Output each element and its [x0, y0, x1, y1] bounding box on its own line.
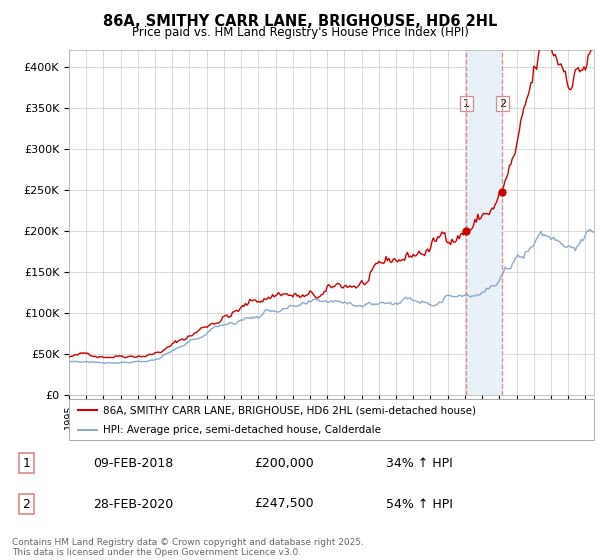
Text: 09-FEB-2018: 09-FEB-2018 [92, 457, 173, 470]
Text: 2: 2 [499, 99, 506, 109]
Text: Contains HM Land Registry data © Crown copyright and database right 2025.
This d: Contains HM Land Registry data © Crown c… [12, 538, 364, 557]
Bar [466, 50, 502, 395]
Text: 2: 2 [22, 497, 31, 511]
Text: 28-FEB-2020: 28-FEB-2020 [92, 497, 173, 511]
Text: 86A, SMITHY CARR LANE, BRIGHOUSE, HD6 2HL: 86A, SMITHY CARR LANE, BRIGHOUSE, HD6 2H… [103, 14, 497, 29]
Text: £247,500: £247,500 [254, 497, 314, 511]
Text: 86A, SMITHY CARR LANE, BRIGHOUSE, HD6 2HL (semi-detached house): 86A, SMITHY CARR LANE, BRIGHOUSE, HD6 2H… [103, 405, 476, 415]
Text: Price paid vs. HM Land Registry's House Price Index (HPI): Price paid vs. HM Land Registry's House … [131, 26, 469, 39]
Text: 1: 1 [463, 99, 470, 109]
Text: 54% ↑ HPI: 54% ↑ HPI [386, 497, 453, 511]
Text: £200,000: £200,000 [254, 457, 314, 470]
Text: HPI: Average price, semi-detached house, Calderdale: HPI: Average price, semi-detached house,… [103, 424, 381, 435]
Text: 1: 1 [22, 457, 31, 470]
Text: 34% ↑ HPI: 34% ↑ HPI [386, 457, 453, 470]
